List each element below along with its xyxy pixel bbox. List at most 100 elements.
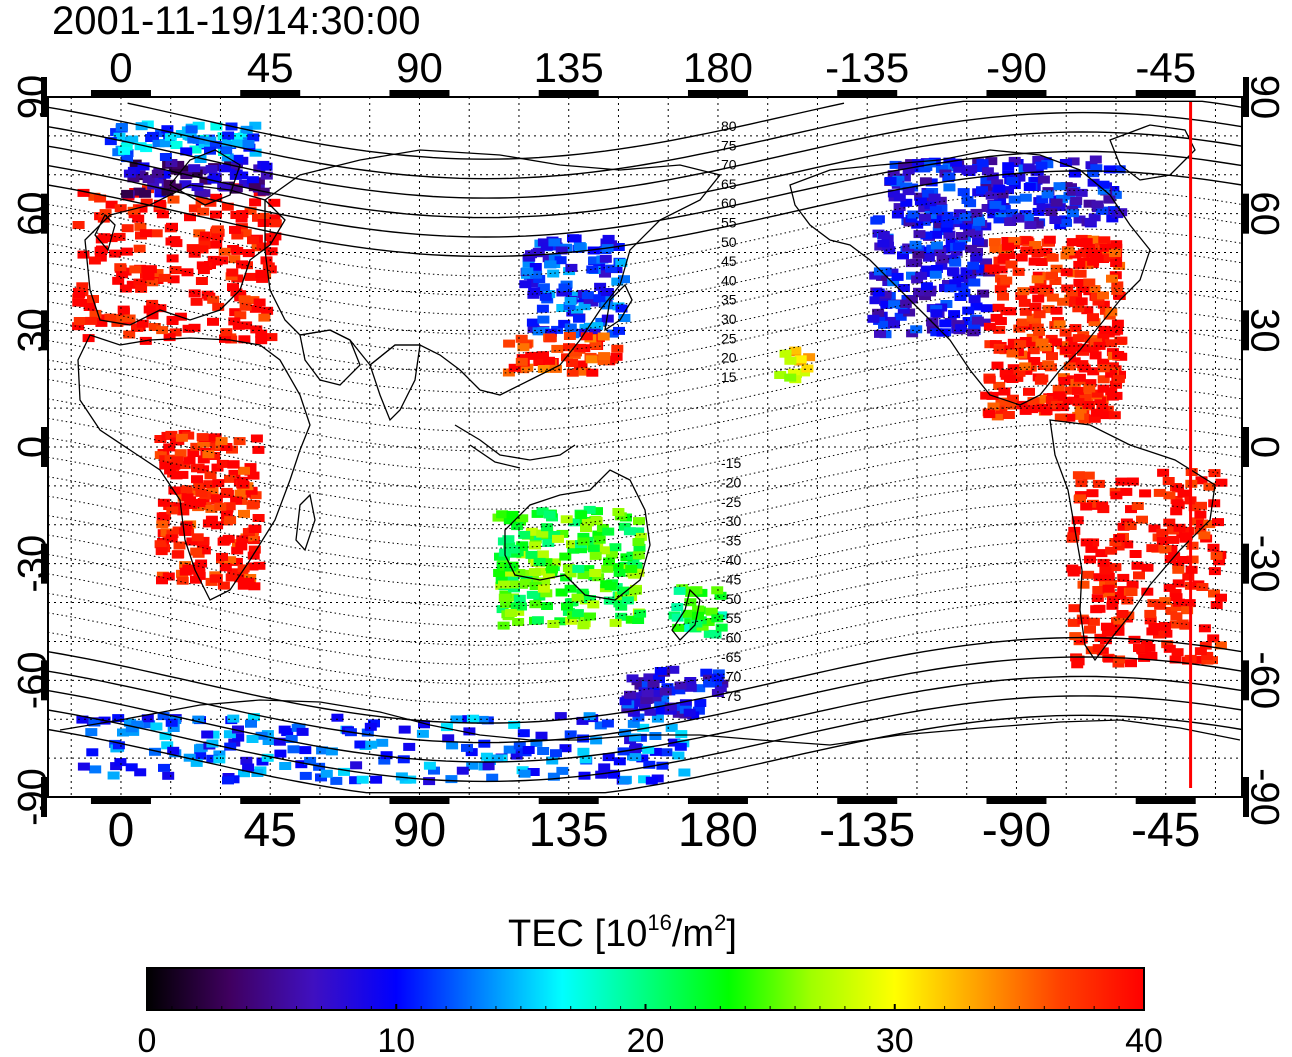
tec-pixel <box>1020 366 1033 375</box>
tec-pixel <box>933 220 946 229</box>
tec-pixel <box>684 677 697 685</box>
tec-pixel <box>221 202 234 211</box>
tec-pixel <box>190 547 203 556</box>
tec-pixel <box>536 304 549 313</box>
tec-pixel <box>692 611 704 620</box>
tec-pixel <box>689 624 702 633</box>
tec-pixel <box>491 754 504 763</box>
tec-pixel <box>250 434 263 443</box>
tec-pixel <box>533 358 546 366</box>
colorbar-tick-label: 20 <box>627 1022 665 1057</box>
tec-pixel <box>397 755 410 764</box>
tec-pixel <box>1036 195 1049 204</box>
tec-pixel <box>1110 380 1122 389</box>
tec-pixel <box>1013 324 1026 333</box>
tec-pixel <box>72 221 85 229</box>
contour-line <box>47 364 1243 452</box>
tec-pixel <box>1072 334 1085 343</box>
tec-pixel <box>694 699 707 707</box>
tec-pixel <box>1070 197 1083 205</box>
tec-pixel <box>656 761 669 770</box>
tec-pixel <box>1074 494 1086 503</box>
tec-pixel <box>1148 623 1161 631</box>
tec-pixel <box>914 192 927 201</box>
tec-pixel <box>195 197 208 206</box>
tec-pixel <box>1170 612 1183 621</box>
tec-pixel <box>151 169 164 178</box>
tec-pixel <box>615 602 628 611</box>
tec-pixel <box>615 304 628 313</box>
right-tick-bar <box>1243 777 1249 817</box>
tec-pixel <box>621 705 634 714</box>
tec-pixel <box>601 314 614 323</box>
tec-pixel <box>239 180 252 188</box>
tec-pixel <box>964 244 977 253</box>
tec-pixel <box>536 550 549 559</box>
contour-label: -70 <box>721 668 741 684</box>
tec-pixel <box>632 538 645 546</box>
tec-pixel <box>1083 199 1096 208</box>
tec-pixel <box>1160 629 1173 638</box>
tec-pixel <box>870 216 883 225</box>
tec-pixel <box>1106 601 1119 610</box>
tec-pixel <box>1113 291 1125 300</box>
contour-line <box>47 306 1243 394</box>
tec-pixel <box>227 283 239 292</box>
tec-pixel <box>715 623 728 632</box>
tec-pixel <box>1008 237 1021 246</box>
tec-pixel <box>577 532 590 541</box>
tec-pixel <box>1074 269 1087 278</box>
tec-pixel <box>1215 478 1228 487</box>
tec-pixel <box>1016 400 1029 409</box>
tec-pixel <box>1032 155 1045 164</box>
top-tick-bar <box>389 90 450 96</box>
tec-pixel <box>598 357 611 366</box>
tec-pixel <box>1099 411 1112 420</box>
tec-pixel <box>227 460 240 469</box>
tec-pixel <box>627 719 640 728</box>
tec-pixel <box>1215 593 1227 602</box>
tec-pixel <box>934 247 947 256</box>
tec-pixel <box>995 265 1008 274</box>
tec-pixel <box>1176 556 1189 564</box>
tec-pixel <box>1019 362 1032 371</box>
tec-pixel <box>1006 394 1019 403</box>
tec-pixel <box>121 189 134 198</box>
right-lat-label: 90 <box>1242 75 1286 120</box>
tec-pixel <box>143 305 156 314</box>
tec-pixel <box>664 706 677 715</box>
tec-pixel <box>1002 242 1014 251</box>
bottom-lon-label: 180 <box>678 804 758 857</box>
tec-pixel <box>1203 520 1216 529</box>
tec-pixel <box>1021 236 1034 245</box>
tec-pixel <box>77 250 90 259</box>
tec-pixel <box>109 249 122 258</box>
tec-pixel <box>581 518 594 527</box>
tec-pixel <box>1102 572 1115 581</box>
tec-pixel <box>1040 247 1053 256</box>
tec-pixel <box>238 509 250 518</box>
tec-pixel <box>526 576 539 584</box>
tec-pixel <box>654 701 667 710</box>
tec-pixel <box>1083 384 1096 393</box>
tec-pixel <box>705 607 718 616</box>
tec-pixel <box>1069 296 1082 305</box>
tec-pixel <box>554 256 567 265</box>
tec-pixel <box>547 772 560 781</box>
tec-pixel <box>1161 640 1174 649</box>
tec-pixel <box>1198 531 1211 540</box>
tec-pixel <box>248 582 261 591</box>
tec-pixel <box>964 199 977 208</box>
tec-pixel <box>883 246 896 255</box>
tec-pixel <box>972 237 984 246</box>
tec-pixel <box>1001 237 1014 245</box>
tec-pixel <box>173 541 186 550</box>
tec-pixel <box>121 224 134 233</box>
tec-pixel <box>112 741 125 750</box>
tec-pixel <box>467 714 480 723</box>
tec-pixel <box>1056 403 1069 412</box>
tec-pixel <box>293 723 306 732</box>
tec-pixel <box>887 278 900 287</box>
tec-pixel <box>930 230 942 239</box>
tec-pixel <box>1014 340 1027 349</box>
